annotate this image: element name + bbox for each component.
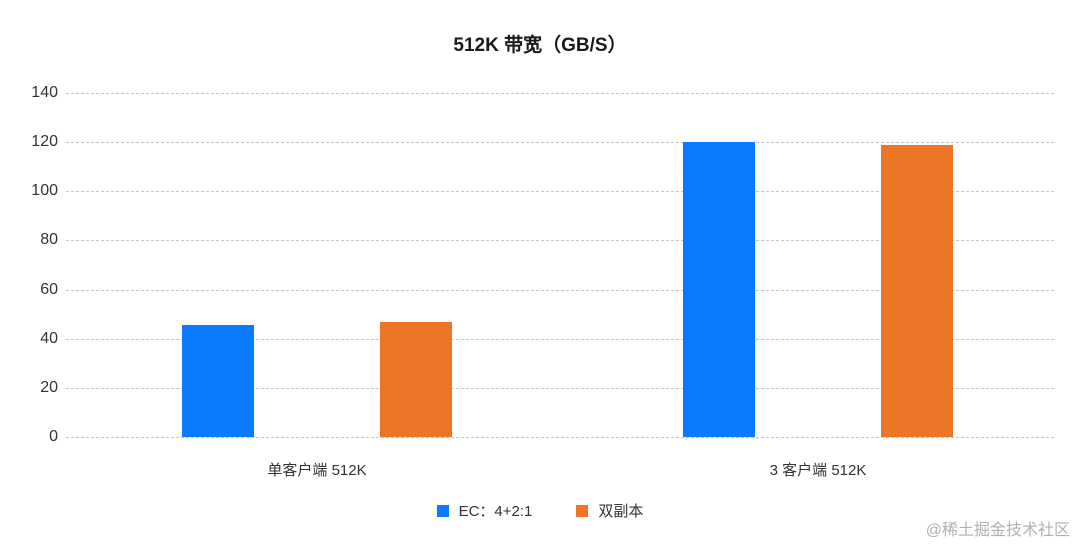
bar-ec-1 <box>683 142 755 437</box>
gridline <box>66 142 1054 144</box>
legend-label: 双副本 <box>598 503 644 520</box>
y-tick-label: 140 <box>31 84 58 101</box>
gridline <box>66 93 1054 94</box>
x-tick-label: 3 客户端 512K <box>769 462 867 479</box>
bar-replica-1 <box>881 144 953 437</box>
chart-title: 512K 带宽（GB/S） <box>453 35 627 56</box>
bar-replica-0 <box>380 321 452 437</box>
watermark: @稀土掘金技术社区 <box>925 522 1070 539</box>
gridline <box>66 289 1054 291</box>
legend-swatch <box>436 504 449 517</box>
legend-swatch <box>576 504 589 517</box>
legend-item: 双副本 <box>576 500 643 521</box>
legend-item: EC：4+2:1 <box>436 500 533 521</box>
gridline <box>66 191 1054 193</box>
bar-ec-0 <box>182 325 254 437</box>
y-tick-label: 0 <box>49 428 58 445</box>
plot-area <box>66 93 1054 438</box>
gridline <box>66 240 1054 242</box>
y-tick-label: 60 <box>40 280 58 298</box>
y-tick-label: 100 <box>31 182 58 200</box>
gridline <box>66 387 1054 389</box>
y-tick-label: 80 <box>40 231 58 249</box>
gridline <box>66 437 1054 438</box>
gridline <box>66 338 1054 340</box>
y-tick-label: 40 <box>40 329 58 347</box>
y-tick-label: 120 <box>31 133 58 151</box>
y-tick-label: 20 <box>40 378 58 396</box>
legend: EC：4+2:1 双副本 <box>0 500 1080 521</box>
x-tick-label: 单客户端 512K <box>267 462 367 479</box>
legend-label: EC：4+2:1 <box>458 503 533 520</box>
